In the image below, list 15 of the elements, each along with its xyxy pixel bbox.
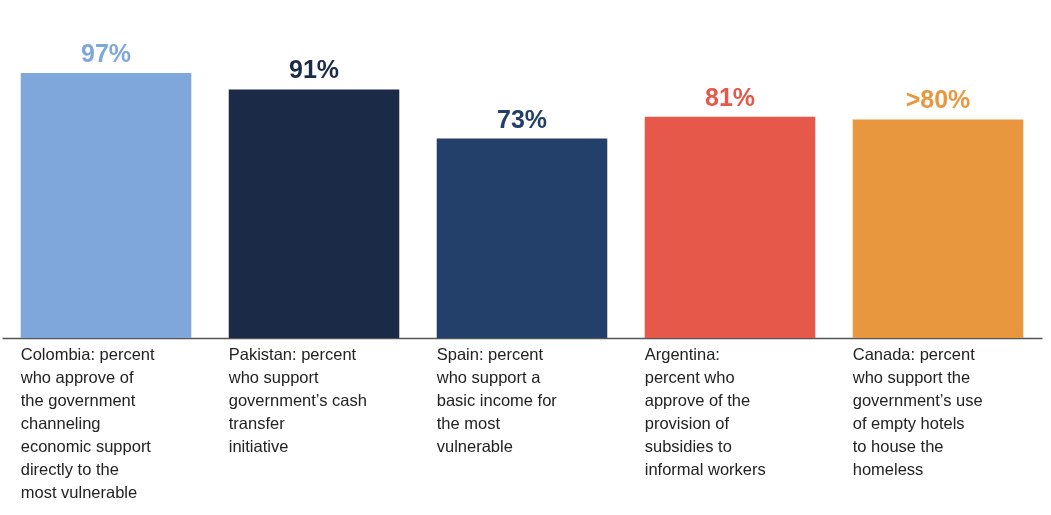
x-tick-label: Colombia: percent who approve of the government channeling economic support directly to the most vulnerable	[19, 344, 156, 501]
x-tick-label: Argentina: percent who approve of the provision of subsidies to informal workers	[644, 344, 766, 478]
x-tick-label: Canada: percent who support the government’s use of empty hotels to house the homeless	[851, 344, 983, 478]
data-label: 91%	[288, 55, 340, 84]
data-label: >80%	[905, 85, 971, 114]
x-tick-label: Pakistan: percent who support government’s cash transfer initiative	[227, 344, 367, 455]
data-label: 73%	[496, 104, 548, 133]
bar	[20, 73, 192, 338]
data-label: 81%	[704, 82, 756, 111]
bar	[436, 138, 608, 338]
bar	[644, 116, 816, 338]
bar	[228, 89, 400, 338]
bar	[852, 119, 1024, 338]
data-label: 97%	[80, 39, 132, 67]
x-tick-label: Spain: percent who support a basic income for the most vulnerable	[435, 344, 558, 455]
